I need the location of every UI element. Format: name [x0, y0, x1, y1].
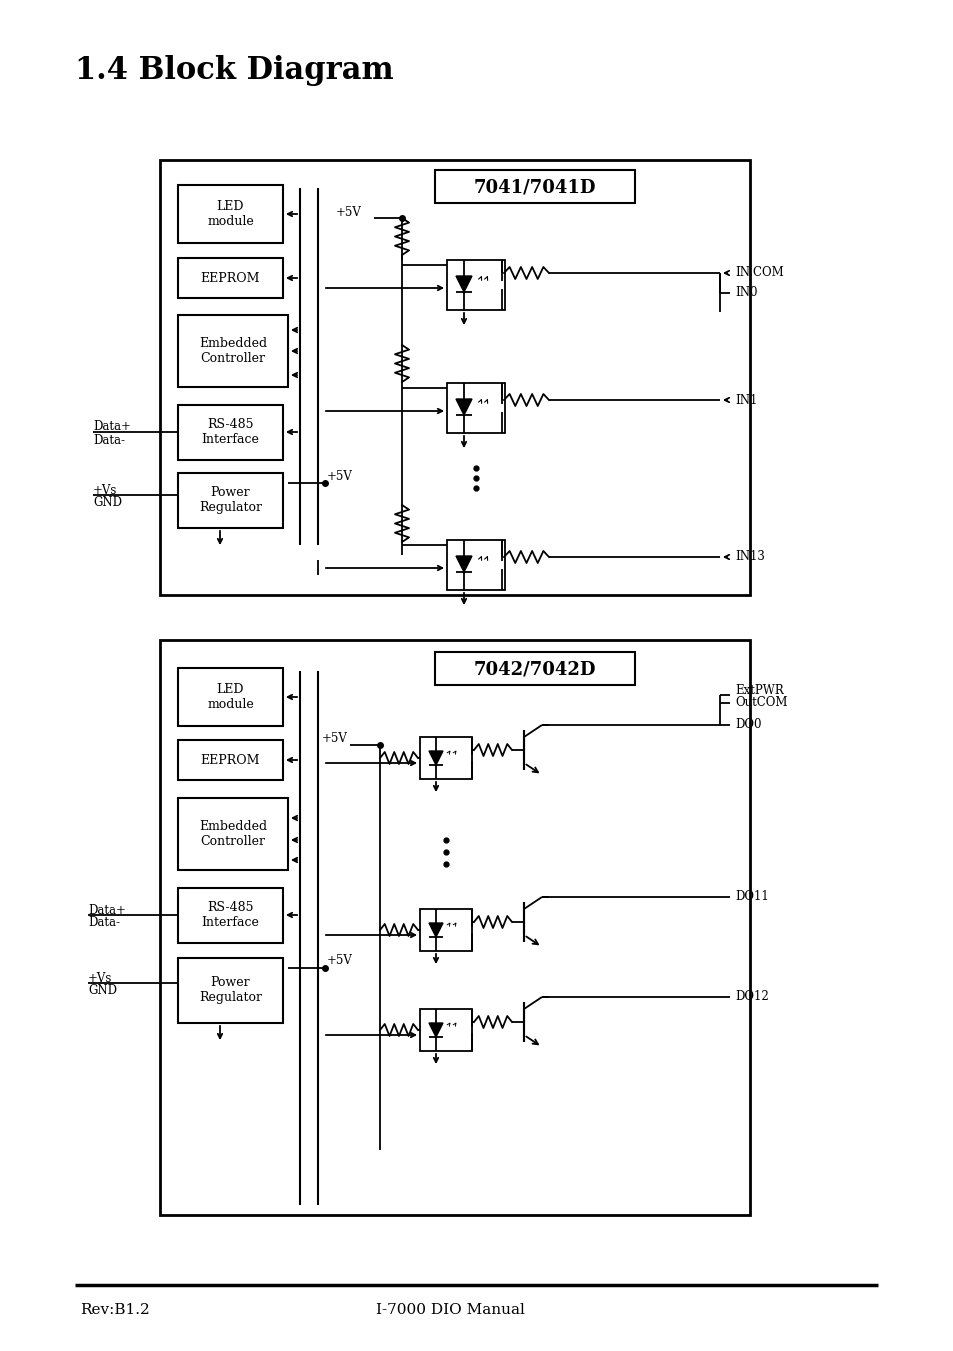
- Text: Power
Regulator: Power Regulator: [199, 975, 262, 1004]
- Text: LED
module: LED module: [207, 684, 253, 711]
- Bar: [178, 740, 283, 780]
- Text: DO0: DO0: [734, 719, 760, 731]
- Bar: [435, 653, 635, 685]
- Bar: [178, 888, 283, 943]
- Bar: [178, 405, 283, 459]
- Bar: [160, 640, 749, 1215]
- Polygon shape: [429, 751, 442, 765]
- Text: Embedded
Controller: Embedded Controller: [199, 820, 267, 848]
- Bar: [178, 473, 283, 528]
- Text: DO12: DO12: [734, 990, 768, 1004]
- Bar: [447, 540, 504, 590]
- Text: RS-485
Interface: RS-485 Interface: [201, 417, 259, 446]
- Text: EEPROM: EEPROM: [200, 754, 260, 766]
- Text: LED
module: LED module: [207, 200, 253, 228]
- Bar: [419, 738, 472, 780]
- Text: I-7000 DIO Manual: I-7000 DIO Manual: [375, 1302, 524, 1317]
- Text: Data-: Data-: [88, 916, 120, 929]
- Text: EEPROM: EEPROM: [200, 272, 260, 285]
- Bar: [178, 798, 288, 870]
- Text: IN13: IN13: [734, 550, 764, 563]
- Bar: [447, 382, 504, 434]
- Text: +5V: +5V: [322, 731, 348, 744]
- Bar: [419, 1009, 472, 1051]
- Text: Data+: Data+: [88, 904, 126, 916]
- Bar: [178, 185, 283, 243]
- Bar: [178, 258, 283, 299]
- Text: RS-485
Interface: RS-485 Interface: [201, 901, 259, 929]
- Polygon shape: [456, 557, 472, 571]
- Text: OutCOM: OutCOM: [734, 697, 786, 709]
- Text: Embedded
Controller: Embedded Controller: [199, 336, 267, 365]
- Text: DO11: DO11: [734, 890, 768, 904]
- Text: +5V: +5V: [335, 207, 361, 219]
- Text: 7041/7041D: 7041/7041D: [474, 178, 596, 196]
- Text: IN1: IN1: [734, 393, 757, 407]
- Text: +5V: +5V: [327, 954, 353, 966]
- Bar: [447, 259, 504, 309]
- Text: Power
Regulator: Power Regulator: [199, 486, 262, 513]
- Bar: [419, 909, 472, 951]
- Text: IN0: IN0: [734, 286, 757, 300]
- Text: 7042/7042D: 7042/7042D: [474, 661, 596, 678]
- Text: 1.4 Block Diagram: 1.4 Block Diagram: [75, 55, 394, 86]
- Text: Data-: Data-: [92, 434, 125, 446]
- Text: GND: GND: [88, 985, 117, 997]
- Text: +Vs: +Vs: [88, 971, 112, 985]
- Text: +5V: +5V: [327, 470, 353, 482]
- Polygon shape: [456, 399, 472, 415]
- Bar: [435, 170, 635, 203]
- Bar: [178, 315, 288, 386]
- Text: +Vs: +Vs: [92, 484, 117, 497]
- Bar: [178, 958, 283, 1023]
- Text: Data+: Data+: [92, 420, 131, 434]
- Text: GND: GND: [92, 497, 122, 509]
- Polygon shape: [456, 276, 472, 292]
- Text: ExtPWR: ExtPWR: [734, 684, 783, 697]
- Polygon shape: [429, 1023, 442, 1038]
- Text: IN.COM: IN.COM: [734, 266, 783, 280]
- Polygon shape: [429, 923, 442, 938]
- Bar: [178, 667, 283, 725]
- Bar: [160, 159, 749, 594]
- Text: Rev:B1.2: Rev:B1.2: [80, 1302, 150, 1317]
